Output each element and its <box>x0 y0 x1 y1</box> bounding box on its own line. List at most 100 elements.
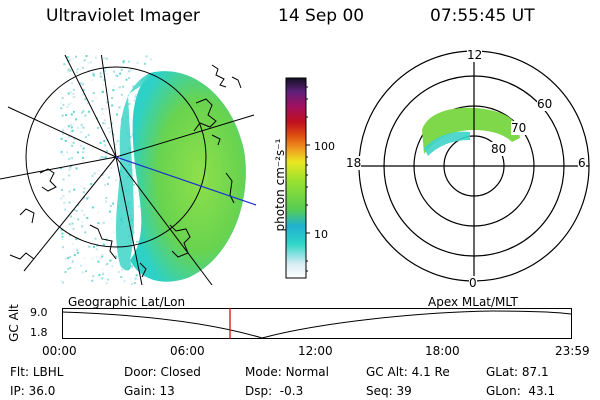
speckle-dot <box>61 235 64 238</box>
speckle-dot <box>134 277 137 280</box>
speckle-dot <box>107 127 110 130</box>
speckle-dot <box>118 106 121 109</box>
speckle-dot <box>103 243 105 246</box>
date-label: 14 Sep 00 <box>278 6 365 26</box>
speckle-dot <box>62 178 65 181</box>
speckle-dot <box>100 156 103 158</box>
info-glat: GLat: 87.1 <box>486 365 549 379</box>
timeline-y-tick-low: 1.8 <box>30 326 48 339</box>
speckle-dot <box>70 167 73 170</box>
speckle-dot <box>99 75 102 78</box>
speckle-dot <box>132 180 134 183</box>
speckle-dot <box>103 57 106 60</box>
speckle-dot <box>72 242 74 245</box>
speckle-dot <box>104 156 107 159</box>
speckle-dot <box>70 113 73 116</box>
speckle-dot <box>84 114 87 117</box>
speckle-dot <box>103 220 106 223</box>
info-gc-alt: GC Alt: 4.1 Re <box>366 365 450 379</box>
speckle-dot <box>83 59 86 62</box>
lat-label-80: 80 <box>491 142 507 156</box>
speckle-dot <box>102 271 105 274</box>
speckle-dot <box>101 268 104 271</box>
speckle-dot <box>122 61 125 64</box>
speckle-dot <box>80 264 83 267</box>
speckle-dot <box>113 70 115 73</box>
speckle-dot <box>91 279 94 282</box>
speckle-dot <box>91 100 94 103</box>
speckle-dot <box>86 217 89 219</box>
speckle-dot <box>104 263 107 266</box>
speckle-dot <box>145 55 148 58</box>
speckle-dot <box>81 225 83 228</box>
speckle-dot <box>82 191 85 194</box>
speckle-dot <box>70 156 73 159</box>
speckle-dot <box>111 265 114 268</box>
satellite-track <box>115 156 257 206</box>
speckle-dot <box>82 156 84 159</box>
speckle-dot <box>72 110 75 113</box>
speckle-dot <box>105 73 108 75</box>
instrument-title: Ultraviolet Imager <box>46 6 200 26</box>
speckle-dot <box>129 266 132 269</box>
speckle-dot <box>94 56 97 59</box>
speckle-dot <box>92 275 95 278</box>
speckle-dot <box>101 90 104 93</box>
speckle-dot <box>73 217 76 220</box>
speckle-dot <box>74 266 77 269</box>
speckle-dot <box>80 124 83 127</box>
speckle-dot <box>92 92 95 94</box>
speckle-dot <box>134 248 137 251</box>
speckle-dot <box>97 169 100 172</box>
colorbar-unit-label: photon cm⁻²s⁻¹ <box>273 138 287 232</box>
info-glon: GLon: 43.1 <box>486 384 556 398</box>
speckle-dot <box>103 140 106 142</box>
speckle-dot <box>112 89 115 92</box>
speckle-dot <box>65 114 68 117</box>
speckle-dot <box>132 231 135 234</box>
speckle-dot <box>73 96 76 98</box>
speckle-dot <box>77 218 80 221</box>
speckle-dot <box>68 201 71 204</box>
speckle-dot <box>115 179 118 182</box>
speckle-dot <box>92 147 95 150</box>
speckle-dot <box>102 83 105 86</box>
colorbar-tick-10: 10 <box>314 228 328 241</box>
speckle-dot <box>132 183 135 186</box>
timeline-left-title: Geographic Lat/Lon <box>68 295 186 309</box>
coastlines <box>9 64 242 278</box>
speckle-dot <box>123 280 126 283</box>
speckle-dot <box>82 89 85 92</box>
speckle-dot <box>68 157 71 160</box>
speckle-dot <box>102 178 105 181</box>
speckle-dot <box>90 79 93 82</box>
speckle-dot <box>130 265 133 268</box>
speckle-dot <box>69 256 72 258</box>
speckle-dot <box>106 101 109 104</box>
speckle-dot <box>82 83 85 86</box>
speckle-dot <box>62 246 65 249</box>
timeline-y-label: GC Alt <box>7 304 21 342</box>
speckle-dot <box>71 82 74 85</box>
speckle-dot <box>132 85 135 88</box>
speckle-dot <box>99 141 102 144</box>
speckle-dot <box>64 208 67 211</box>
speckle-dot <box>95 248 98 251</box>
speckle-dot <box>61 133 64 136</box>
speckle-dot <box>68 168 71 171</box>
timeline-y-tick-high: 9.0 <box>30 306 48 319</box>
speckle-dot <box>64 257 67 260</box>
speckle-dot <box>68 190 71 193</box>
speckle-dot <box>101 277 104 280</box>
geographic-aurora-image <box>0 55 257 285</box>
speckle-dot <box>84 98 87 101</box>
speckle-dot <box>111 97 113 100</box>
speckle-dot <box>60 280 63 282</box>
speckle-dot <box>80 144 83 147</box>
speckle-dot <box>109 205 112 207</box>
speckle-dot <box>105 57 108 60</box>
speckle-dot <box>111 122 114 125</box>
speckle-dot <box>60 167 62 170</box>
speckle-dot <box>120 268 123 271</box>
speckle-dot <box>79 82 82 85</box>
